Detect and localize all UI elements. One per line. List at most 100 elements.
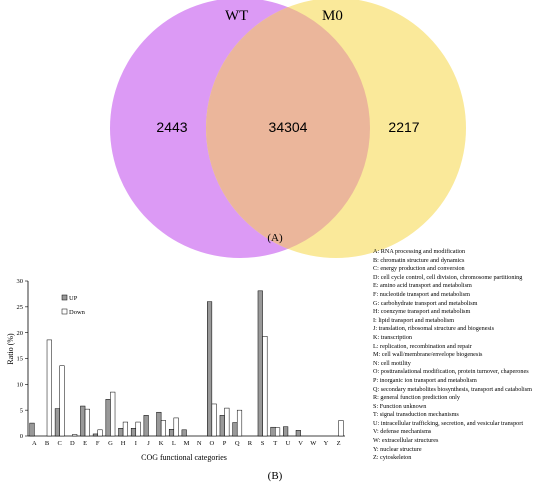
x-tick-label: E [83, 440, 87, 447]
y-tick-label: 20 [17, 330, 24, 337]
bar-down-C [59, 365, 65, 437]
chart-legend: UP Down [61, 294, 86, 316]
x-tick-label: P [223, 440, 227, 447]
x-tick-label: D [70, 440, 75, 447]
bar-up-H [118, 428, 124, 437]
bar-down-P [224, 407, 230, 437]
venn-intersection-region [206, 7, 371, 249]
bar-down-E [84, 408, 90, 437]
y-tick-label: 0 [20, 433, 23, 440]
panel-a-label: (A) [267, 232, 283, 244]
bar-down-S [262, 336, 268, 437]
bar-down-Q [236, 409, 243, 437]
x-tick-label: Q [235, 440, 240, 447]
x-tick-label: V [298, 440, 303, 447]
cog-category-item: O: posttranslational modification, prote… [373, 368, 529, 376]
x-tick-label: J [147, 440, 150, 447]
cog-category-item: T: signal transduction mechanisms [373, 411, 459, 419]
bar-up-O [207, 301, 213, 437]
bar-down-T [275, 427, 281, 437]
cog-category-item: B: chromatin structure and dynamics [373, 256, 465, 264]
y-tick-label: 10 [17, 382, 24, 389]
y-axis-title: Ratio (%) [6, 333, 15, 365]
legend-label-down: Down [69, 309, 86, 316]
bar-up-K [156, 411, 162, 437]
cog-category-item: A: RNA processing and modification [373, 248, 466, 255]
x-tick-label: Z [337, 440, 341, 447]
panel-b-label: (B) [268, 470, 283, 482]
cog-bar-chart: Ratio (%) COG functional categories 0 5 10… [6, 278, 345, 462]
bar-down-Z [338, 420, 344, 437]
x-tick-label: R [248, 440, 253, 447]
x-tick-label: I [135, 440, 137, 447]
cog-category-item: K: transcription [373, 333, 413, 341]
bar-down-F [97, 429, 103, 437]
x-tick-label: K [159, 440, 164, 447]
x-tick-label: A [32, 440, 37, 447]
bar-up-P [219, 415, 225, 437]
bar-down-I [135, 421, 141, 437]
bar-up-Q [232, 422, 238, 437]
bar-up-J [143, 415, 149, 437]
bar-up-M [181, 429, 187, 437]
y-axis-ticks: 0 5 10 15 20 25 30 [17, 278, 28, 440]
x-tick-label: U [286, 440, 291, 447]
cog-category-item: W: extracellular structures [373, 437, 439, 445]
cog-category-item: S: Function unknown [373, 402, 427, 410]
cog-category-item: C: energy production and conversion [373, 265, 465, 273]
cog-category-item: G: carbohydrate transport and metabolism [373, 299, 478, 307]
y-tick-label: 25 [17, 304, 24, 311]
bar-down-D [72, 434, 78, 437]
bar-up-I [130, 428, 137, 437]
cog-category-item: L: replication, recombination and repair [373, 342, 472, 350]
cog-category-item: R: general function prediction only [373, 394, 460, 402]
x-tick-label: T [273, 440, 277, 447]
cog-category-item: P: inorganic ion transport and metabolis… [373, 376, 477, 384]
x-tick-label: N [197, 440, 202, 447]
y-tick-label: 15 [17, 356, 24, 363]
cog-category-item: J: translation, ribosomal structure and … [373, 325, 494, 333]
x-tick-label: B [45, 440, 50, 447]
bar-up-S [257, 290, 263, 437]
bars [29, 290, 344, 437]
x-tick-label: Y [324, 440, 329, 447]
x-axis-title: COG functional categories [141, 453, 227, 462]
bar-up-G [105, 399, 111, 437]
cog-category-item: D: cell cycle control, cell division, ch… [373, 273, 523, 281]
bar-up-F [92, 433, 98, 437]
bar-down-O [211, 403, 217, 437]
cog-category-item: E: amino acid transport and metabolism [373, 282, 472, 290]
cog-category-key: A: RNA processing and modification B: chr… [373, 248, 549, 463]
bar-up-L [168, 429, 175, 437]
legend-swatch-down [61, 308, 68, 315]
legend-swatch-up [61, 294, 68, 301]
x-tick-label: O [210, 440, 215, 447]
cog-category-item: Q: secondary metabolites biosynthesis, t… [373, 385, 532, 393]
x-tick-label: L [172, 440, 176, 447]
cog-category-item: H: coenzyme transport and metabolism [373, 308, 471, 316]
bar-up-T [270, 426, 276, 437]
cog-category-item: F: nucleotide transport and metabolism [373, 290, 470, 298]
bar-up-U [283, 426, 289, 437]
bar-down-L [173, 417, 179, 437]
x-tick-label: W [310, 440, 317, 447]
x-tick-label: H [121, 440, 126, 447]
bar-down-B [46, 339, 52, 437]
cog-category-item: M: cell wall/membrane/envelope biogenesi… [373, 351, 483, 359]
bar-up-E [80, 405, 86, 437]
cog-category-item: I: lipid transport and metabolism [373, 316, 455, 324]
cog-category-item: N: cell motility [373, 359, 411, 367]
venn-count-intersection: 34304 [269, 119, 308, 135]
bar-down-K [160, 420, 166, 437]
venn-set-label-wt: WT [225, 8, 248, 24]
cog-category-item: U: intracellular trafficking, secretion,… [373, 419, 524, 427]
bar-down-G [110, 391, 116, 437]
venn-count-wt-only: 2443 [156, 119, 187, 135]
cog-category-item: Y: nuclear structure [373, 445, 422, 453]
bar-up-A [29, 422, 35, 437]
venn-diagram: WT M0 2443 34304 2217 [110, 0, 466, 258]
x-tick-label: S [261, 440, 265, 447]
x-tick-label: M [184, 440, 190, 447]
